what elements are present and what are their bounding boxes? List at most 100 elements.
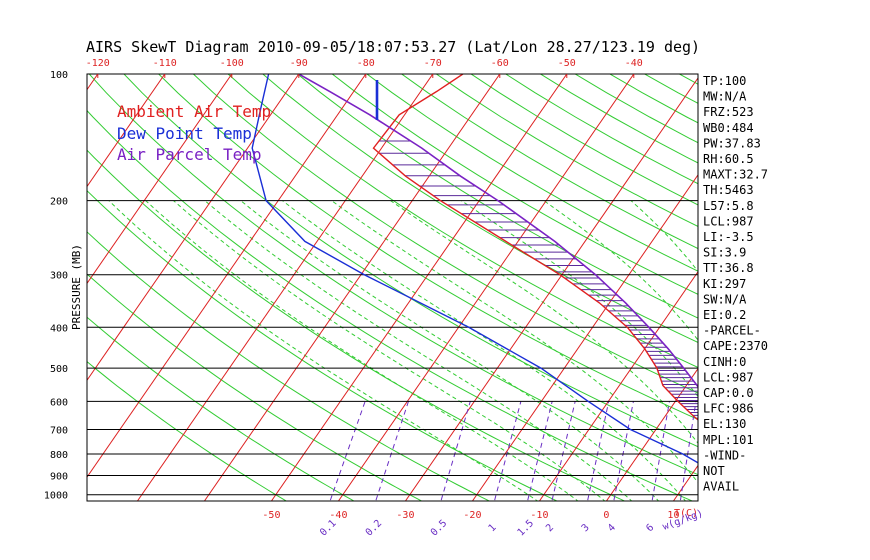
legend-dew-point-temp: Dew Point Temp [117,124,252,143]
top-temp-tick-label: -120 [86,58,110,69]
mixing-ratio-line [679,401,697,501]
air-parcel-temp-curve [298,74,698,389]
bottom-temp-tick-label: -40 [329,510,347,521]
legend-air-parcel-temp: Air Parcel Temp [117,145,262,164]
pressure-tick-label: 700 [50,426,68,437]
ambient-air-temp-curve [372,74,698,421]
index-item: -PARCEL- [703,324,761,338]
dry-adiabat [331,74,698,295]
index-item: LFC:986 [703,402,754,416]
mixing-ratio-line [801,401,809,500]
top-temp-tick-label: -50 [558,58,576,69]
dry-adiabat [87,149,626,501]
dry-adiabat [87,360,288,501]
temp-unit-label: T(C) [674,508,698,519]
dry-adiabat [87,273,423,501]
dry-adiabat [765,65,870,502]
top-temp-tick-label: -60 [491,58,509,69]
isotherm [538,270,698,501]
bottom-temp-tick-label: -20 [463,510,481,521]
mixing-ratio-label: 6 [644,522,656,534]
index-item: CAP:0.0 [703,386,754,400]
dry-adiabat [504,74,698,185]
index-item: AVAIL [703,480,739,494]
index-item: -WIND- [703,448,746,462]
isotherm [404,77,698,501]
mixing-ratio-label: 4 [606,522,618,534]
bottom-temp-tick-label: -30 [396,510,414,521]
legend: Ambient Air Temp Dew Point Temp Air Parcel… [117,102,271,164]
dry-adiabat [157,74,698,420]
dry-adiabat [87,189,558,501]
mixing-ratio-line [745,401,756,500]
dry-adiabat [192,74,698,394]
moist-adiabat [331,200,698,484]
pressure-tick-label: 200 [50,197,68,208]
mixing-ratio-line [776,401,786,500]
index-item: TH:5463 [703,183,754,197]
index-item: TT:36.8 [703,261,754,275]
dry-adiabat [400,74,698,250]
isotherm [0,65,37,502]
index-item: MAXT:32.7 [703,168,768,182]
index-item: CAPE:2370 [703,339,768,353]
isotherm [605,367,698,501]
index-item: MW:N/A [703,90,747,104]
mixing-ratio-line [440,401,471,501]
dry-adiabat [366,74,698,272]
pressure-tick-label: 400 [50,323,68,334]
mixing-ratio-label: 2 [544,522,556,534]
dry-adiabat [799,65,870,502]
mixing-ratio-label: 1 [487,522,499,534]
bottom-temp-tick-label: 10 [667,510,679,521]
moist-adiabat [108,200,539,501]
isotherm [471,174,698,501]
index-item: LI:-3.5 [703,230,754,244]
index-item: FRZ:523 [703,105,754,119]
mixing-ratio-label: 1.5 [516,518,537,539]
top-temp-tick-label: -40 [625,58,643,69]
pressure-tick-label: 300 [50,271,68,282]
top-temp-tick-label: -90 [290,58,308,69]
mixing-ratio-label: 3 [580,522,592,534]
isotherm [136,74,434,501]
mixing-ratio-label: 0.5 [429,518,450,539]
index-item: SI:3.9 [703,246,746,260]
index-item: WB0:484 [703,121,754,135]
isotherm [203,74,501,501]
isotherm [87,74,166,188]
pressure-tick-label: 600 [50,397,68,408]
isotherm [337,74,635,501]
isotherm [807,65,870,502]
mixing-ratio-line [854,401,858,500]
bottom-temp-tick-label: -10 [530,510,548,521]
dry-adiabat [262,74,698,343]
dry-adiabat [87,316,355,501]
isotherm [740,65,870,502]
chart-title: AIRS SkewT Diagram 2010-09-05/18:07:53.2… [86,38,700,56]
top-temp-tick-label: -100 [220,58,244,69]
index-item: NOT [703,464,725,478]
index-item: EL:130 [703,417,746,431]
mixing-ratio-line [651,401,670,501]
top-temp-tick-label: -110 [153,58,177,69]
index-item: LCL:987 [703,370,754,384]
index-item: LCL:987 [703,214,754,228]
mixing-ratio-line [551,401,576,501]
mixing-ratio-line [494,401,522,501]
isotherm [87,74,367,478]
dry-adiabat [833,65,870,502]
dry-adiabat [296,74,698,319]
index-item: SW:N/A [703,292,747,306]
index-item: CINH:0 [703,355,746,369]
index-item: L57:5.8 [703,199,754,213]
isotherm [270,74,568,501]
index-item: EI:0.2 [703,308,746,322]
top-temp-tick-label: -70 [424,58,442,69]
pressure-tick-label: 900 [50,471,68,482]
dry-adiabat [678,74,698,85]
dry-adiabat [87,231,491,501]
top-temp-tick-label: -80 [357,58,375,69]
